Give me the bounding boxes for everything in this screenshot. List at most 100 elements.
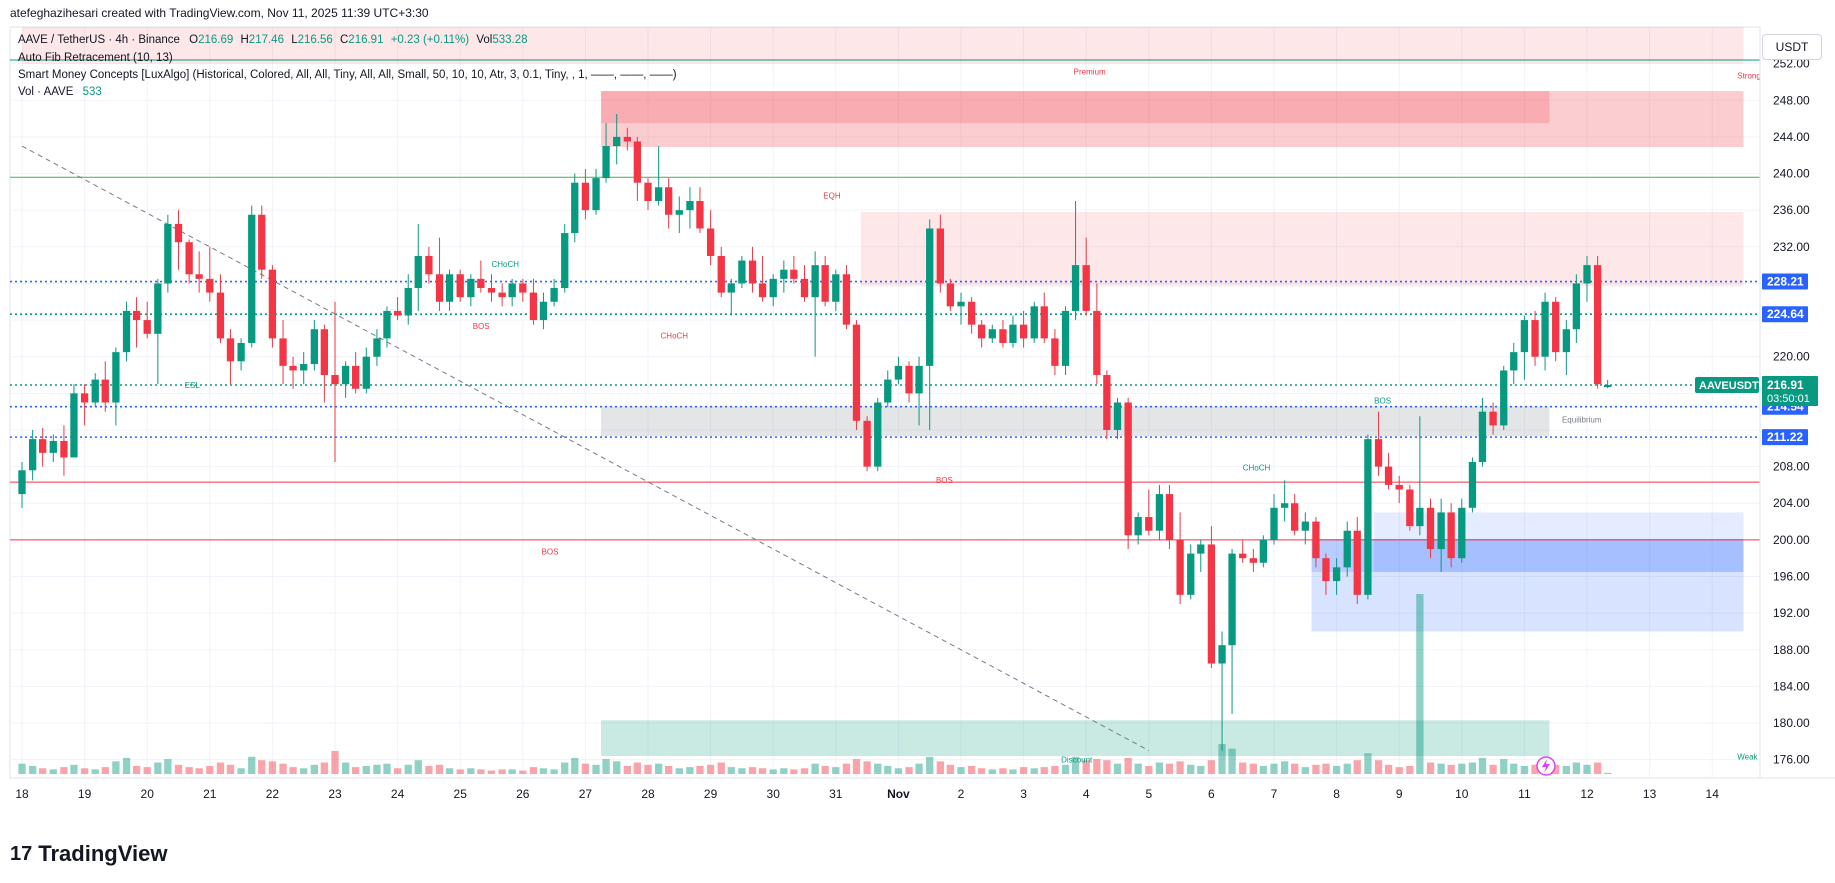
candle[interactable] bbox=[226, 338, 235, 362]
candle[interactable] bbox=[1239, 553, 1247, 559]
candle[interactable] bbox=[852, 324, 861, 421]
candle[interactable] bbox=[341, 365, 350, 385]
trend-line[interactable] bbox=[21, 145, 1150, 751]
candle[interactable] bbox=[738, 260, 746, 284]
candle[interactable] bbox=[1249, 558, 1257, 563]
candle[interactable] bbox=[706, 228, 715, 256]
candle[interactable] bbox=[1384, 466, 1393, 485]
candle[interactable] bbox=[373, 338, 381, 357]
candle[interactable] bbox=[571, 182, 579, 234]
candle[interactable] bbox=[164, 223, 172, 284]
candle[interactable] bbox=[248, 214, 256, 343]
candle[interactable] bbox=[696, 201, 704, 229]
candle[interactable] bbox=[936, 228, 944, 284]
candle[interactable] bbox=[1301, 521, 1309, 531]
candle[interactable] bbox=[717, 255, 725, 293]
candle[interactable] bbox=[498, 292, 506, 298]
candle[interactable] bbox=[686, 201, 694, 211]
candle[interactable] bbox=[1176, 539, 1184, 595]
candle[interactable] bbox=[832, 274, 840, 302]
candle[interactable] bbox=[1478, 411, 1487, 463]
candle[interactable] bbox=[414, 255, 422, 289]
candle[interactable] bbox=[331, 375, 339, 385]
candle[interactable] bbox=[1071, 265, 1080, 311]
candle[interactable] bbox=[1124, 402, 1132, 536]
candle[interactable] bbox=[613, 136, 621, 147]
candle[interactable] bbox=[80, 393, 89, 403]
candle[interactable] bbox=[790, 269, 798, 279]
candle[interactable] bbox=[926, 228, 934, 366]
candle[interactable] bbox=[748, 260, 757, 284]
candle[interactable] bbox=[894, 365, 903, 380]
candle[interactable] bbox=[185, 242, 193, 275]
candle[interactable] bbox=[863, 420, 871, 467]
candle[interactable] bbox=[174, 223, 183, 243]
candle[interactable] bbox=[1332, 567, 1341, 582]
candle[interactable] bbox=[780, 269, 788, 279]
indicator-volume[interactable]: Vol · AAVE 533 bbox=[18, 86, 102, 98]
candle[interactable] bbox=[60, 440, 68, 458]
candle[interactable] bbox=[529, 292, 538, 321]
candle[interactable] bbox=[1489, 411, 1497, 426]
candle[interactable] bbox=[362, 356, 370, 389]
candle[interactable] bbox=[811, 265, 819, 298]
candle[interactable] bbox=[154, 283, 162, 334]
candle[interactable] bbox=[592, 178, 600, 211]
candle[interactable] bbox=[445, 274, 454, 302]
candle[interactable] bbox=[905, 365, 913, 394]
candle[interactable] bbox=[1228, 553, 1236, 646]
candle[interactable] bbox=[988, 329, 996, 339]
candle[interactable] bbox=[310, 329, 318, 365]
candle[interactable] bbox=[1593, 265, 1602, 385]
candle[interactable] bbox=[1093, 310, 1101, 376]
candle[interactable] bbox=[1510, 352, 1518, 371]
candle[interactable] bbox=[1353, 530, 1361, 595]
candle[interactable] bbox=[1145, 516, 1153, 531]
candle[interactable] bbox=[999, 329, 1007, 343]
candle[interactable] bbox=[727, 283, 735, 293]
candle[interactable] bbox=[258, 214, 266, 270]
candle[interactable] bbox=[1019, 324, 1028, 339]
candle[interactable] bbox=[675, 210, 683, 215]
candle[interactable] bbox=[1437, 512, 1445, 550]
candle[interactable] bbox=[1500, 370, 1508, 426]
candle[interactable] bbox=[1541, 301, 1549, 357]
candle[interactable] bbox=[1061, 310, 1070, 366]
candle[interactable] bbox=[1520, 320, 1529, 353]
candle[interactable] bbox=[456, 274, 464, 298]
candle[interactable] bbox=[800, 278, 809, 298]
candle[interactable] bbox=[237, 342, 245, 362]
candle[interactable] bbox=[769, 278, 777, 298]
candle[interactable] bbox=[1531, 320, 1539, 357]
candle[interactable] bbox=[91, 379, 99, 403]
candle[interactable] bbox=[1572, 283, 1581, 330]
candle[interactable] bbox=[1103, 375, 1111, 430]
candle[interactable] bbox=[602, 146, 610, 179]
candle[interactable] bbox=[821, 265, 829, 302]
candle[interactable] bbox=[49, 440, 57, 453]
candle[interactable] bbox=[1374, 439, 1383, 467]
candle[interactable] bbox=[957, 301, 965, 307]
candle[interactable] bbox=[28, 439, 37, 471]
candle[interactable] bbox=[206, 278, 214, 293]
candle[interactable] bbox=[1040, 306, 1048, 339]
candle[interactable] bbox=[1552, 301, 1560, 353]
candle[interactable] bbox=[132, 310, 141, 321]
symbol-legend[interactable]: AAVE / TetherUS · 4h · Binance O216.69 H… bbox=[18, 34, 528, 46]
candle[interactable] bbox=[195, 274, 203, 279]
candle[interactable] bbox=[1322, 558, 1330, 582]
candle[interactable] bbox=[101, 379, 109, 403]
candle[interactable] bbox=[1009, 324, 1017, 343]
candle[interactable] bbox=[1468, 462, 1477, 508]
candle[interactable] bbox=[279, 338, 287, 366]
candle[interactable] bbox=[320, 329, 329, 376]
candle[interactable] bbox=[122, 310, 131, 353]
candle[interactable] bbox=[508, 283, 516, 298]
candle[interactable] bbox=[967, 301, 976, 325]
candle[interactable] bbox=[300, 364, 308, 371]
candle[interactable] bbox=[758, 283, 767, 298]
candle[interactable] bbox=[1343, 530, 1351, 568]
candle[interactable] bbox=[1364, 439, 1372, 595]
candle[interactable] bbox=[1030, 306, 1038, 339]
